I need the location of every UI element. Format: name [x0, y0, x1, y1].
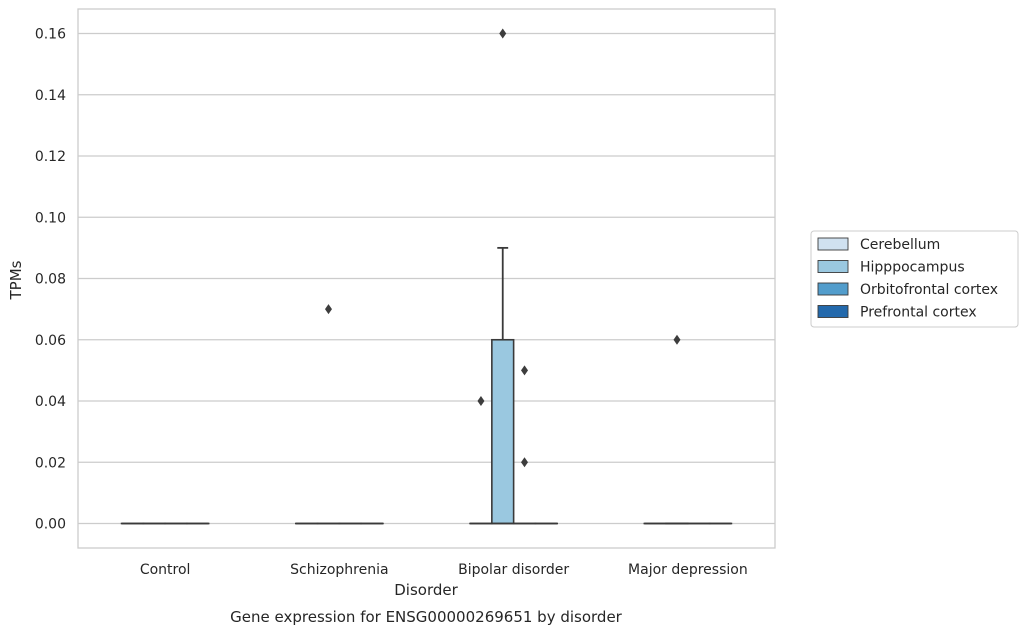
outlier-point [521, 365, 529, 376]
x-axis-label: Disorder [394, 581, 458, 599]
outliers [324, 28, 681, 468]
y-axis-ticks: 0.00 0.02 0.04 0.06 0.08 0.10 0.12 0.14 0.16 [35, 27, 66, 533]
outlier-point [673, 334, 681, 345]
y-tick-label: 0.12 [35, 149, 66, 165]
y-tick-label: 0.16 [35, 27, 66, 43]
legend-swatch [817, 282, 849, 296]
box-body [491, 338, 515, 525]
legend-label: Prefrontal cortex [860, 305, 977, 321]
x-axis-ticks: Control Schizophrenia Bipolar disorder Majo… [140, 562, 748, 578]
legend-label: Orbitofrontal cortex [860, 282, 998, 298]
legend-frame [810, 230, 1019, 328]
legend-label: Hipppocampus [860, 260, 965, 276]
y-tick-label: 0.06 [35, 333, 66, 349]
y-tick-label: 0.14 [35, 88, 66, 104]
legend: Cerebellum Hipppocampus Orbitofrontal cort… [810, 230, 1019, 328]
x-tick-label: Major depression [628, 562, 748, 578]
x-tick-label: Schizophrenia [290, 562, 388, 578]
figure-caption: Gene expression for ENSG00000269651 by d… [230, 608, 623, 626]
x-tick-label: Control [140, 562, 191, 578]
outlier-point [324, 304, 332, 315]
outlier-point [499, 28, 507, 39]
boxes [120, 246, 733, 525]
legend-label: Cerebellum [860, 237, 940, 253]
outlier-point [521, 457, 529, 468]
y-tick-label: 0.10 [35, 210, 66, 226]
legend-swatch [817, 260, 849, 273]
box-hipppocampus [491, 246, 515, 525]
y-tick-label: 0.00 [35, 517, 66, 533]
y-tick-label: 0.04 [35, 394, 66, 410]
y-axis-label: TPMs [7, 260, 25, 300]
legend-swatch [817, 305, 849, 318]
legend-swatch [817, 237, 849, 251]
y-tick-label: 0.08 [35, 272, 66, 288]
outlier-point [477, 396, 485, 406]
y-tick-label: 0.02 [35, 455, 66, 471]
x-tick-label: Bipolar disorder [458, 562, 569, 578]
